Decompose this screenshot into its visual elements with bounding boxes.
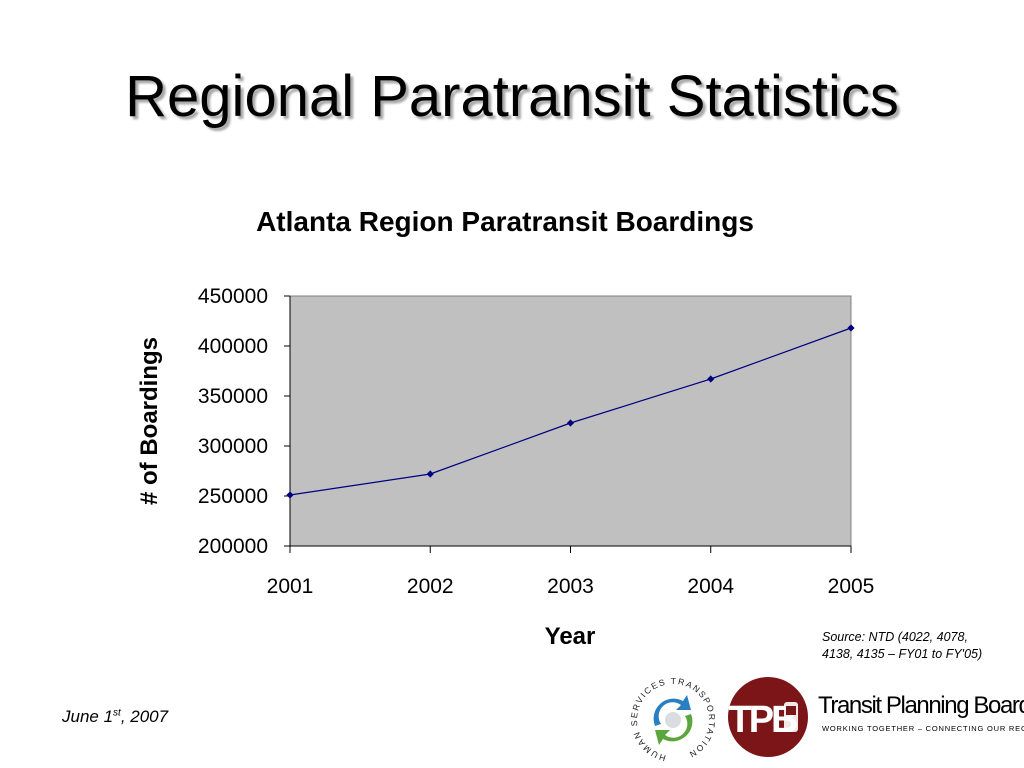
hst-green-arrow <box>655 714 693 745</box>
x-tick-label: 2005 <box>828 575 875 598</box>
hst-blue-arrow <box>653 695 691 726</box>
data-point-2005 <box>847 324 855 332</box>
data-point-2004 <box>707 375 715 383</box>
y-tick-label: 450000 <box>198 285 268 308</box>
y-tick-label: 350000 <box>198 385 268 408</box>
x-tick-label: 2004 <box>687 575 734 598</box>
y-axis-title: # of Boardings <box>136 337 163 505</box>
chart-title: Atlanta Region Paratransit Boardings <box>256 206 754 237</box>
source-line-2: 4138, 4135 – FY01 to FY'05) <box>822 647 983 661</box>
data-point-2001 <box>286 491 294 499</box>
x-tick-label: 2002 <box>407 575 454 598</box>
tpb-tagline: WORKING TOGETHER – CONNECTING OUR REGION <box>822 724 1024 733</box>
source-note: Source: NTD (4022, 4078, 4138, 4135 – FY… <box>822 629 1022 663</box>
slide-date: June 1st, 2007 <box>62 707 168 727</box>
tpb-circle <box>728 677 808 757</box>
x-axis-title: Year <box>545 623 596 650</box>
x-tick-label: 2001 <box>267 575 314 598</box>
date-main: June 1 <box>62 707 114 726</box>
data-point-2002 <box>426 470 434 478</box>
tpb-bus-window <box>786 706 796 715</box>
y-tick-label: 200000 <box>198 535 268 558</box>
hst-center <box>665 712 681 728</box>
source-line-1: Source: NTD (4022, 4078, <box>822 630 968 644</box>
tpb-name: Transit Planning Board <box>818 692 1024 719</box>
x-tick-label: 2003 <box>547 575 594 598</box>
tpb-logo: TPB <box>728 677 808 757</box>
y-tick-label: 300000 <box>198 435 268 458</box>
human-services-transportation-logo: HUMAN SERVICES TRANSPORTATION <box>629 676 716 763</box>
slide-title: Regional Paratransit Statistics <box>125 64 899 129</box>
y-tick-label: 400000 <box>198 335 268 358</box>
date-superscript: st <box>113 707 121 719</box>
date-tail: , 2007 <box>120 707 169 726</box>
data-point-2003 <box>566 419 575 427</box>
y-tick-label: 250000 <box>198 485 268 508</box>
